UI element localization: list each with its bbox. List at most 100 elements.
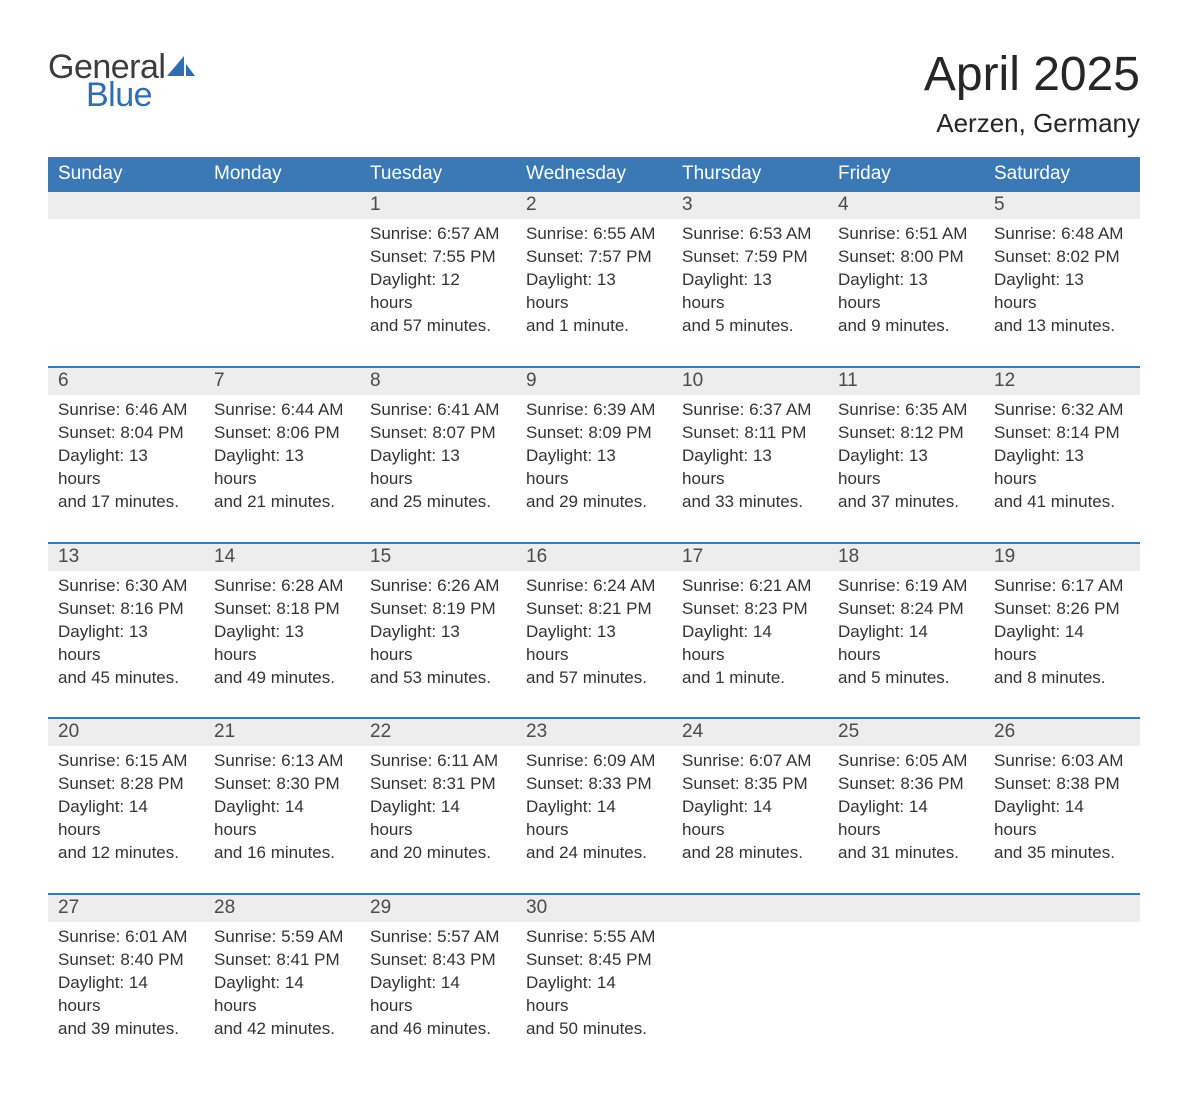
sunset-text: Sunset: 8:12 PM [838, 422, 974, 445]
day-number-cell [828, 895, 984, 922]
day-number: 18 [838, 546, 859, 567]
day-content-cell: Sunrise: 6:35 AMSunset: 8:12 PMDaylight:… [828, 395, 984, 543]
day-content-cell: Sunrise: 5:57 AMSunset: 8:43 PMDaylight:… [360, 922, 516, 1069]
daylight-text: Daylight: 13 hours [58, 445, 194, 491]
sunrise-text: Sunrise: 6:30 AM [58, 575, 194, 598]
day-content-cell: Sunrise: 6:32 AMSunset: 8:14 PMDaylight:… [984, 395, 1140, 543]
day-number-cell: 7 [204, 368, 360, 395]
sunset-text: Sunset: 8:04 PM [58, 422, 194, 445]
weekday-header: Wednesday [516, 157, 672, 192]
day-number: 5 [994, 194, 1005, 215]
day-number-row: 6789101112 [48, 368, 1140, 395]
sunrise-text: Sunrise: 6:11 AM [370, 750, 506, 773]
daylight-text: Daylight: 14 hours [214, 796, 350, 842]
daylight-text: and 1 minute. [682, 667, 818, 690]
day-number-cell: 21 [204, 719, 360, 746]
day-number-cell: 15 [360, 544, 516, 571]
sunset-text: Sunset: 8:00 PM [838, 246, 974, 269]
daylight-text: and 25 minutes. [370, 491, 506, 514]
sunrise-text: Sunrise: 6:03 AM [994, 750, 1130, 773]
sunrise-text: Sunrise: 6:41 AM [370, 399, 506, 422]
daylight-text: and 35 minutes. [994, 842, 1130, 865]
sunrise-text: Sunrise: 6:53 AM [682, 223, 818, 246]
daylight-text: Daylight: 13 hours [526, 621, 662, 667]
sunrise-text: Sunrise: 6:28 AM [214, 575, 350, 598]
sunrise-text: Sunrise: 6:07 AM [682, 750, 818, 773]
title-block: April 2025 Aerzen, Germany [924, 50, 1140, 139]
sunset-text: Sunset: 8:45 PM [526, 949, 662, 972]
day-number-cell: 6 [48, 368, 204, 395]
weekday-header-row: SundayMondayTuesdayWednesdayThursdayFrid… [48, 157, 1140, 192]
day-number: 8 [370, 370, 381, 391]
day-number-cell: 13 [48, 544, 204, 571]
logo: General Blue [48, 50, 195, 112]
day-number-cell: 3 [672, 192, 828, 219]
day-number-cell [672, 895, 828, 922]
day-number-cell: 30 [516, 895, 672, 922]
day-number: 6 [58, 370, 69, 391]
sunset-text: Sunset: 8:28 PM [58, 773, 194, 796]
day-number-cell: 4 [828, 192, 984, 219]
day-content-cell: Sunrise: 6:03 AMSunset: 8:38 PMDaylight:… [984, 746, 1140, 894]
page-header: General Blue April 2025 Aerzen, Germany [48, 50, 1140, 139]
sunrise-text: Sunrise: 6:24 AM [526, 575, 662, 598]
daylight-text: and 42 minutes. [214, 1018, 350, 1041]
sunrise-text: Sunrise: 5:57 AM [370, 926, 506, 949]
weekday-label: Tuesday [370, 163, 442, 184]
day-number: 17 [682, 546, 703, 567]
sunset-text: Sunset: 8:21 PM [526, 598, 662, 621]
sunrise-text: Sunrise: 6:21 AM [682, 575, 818, 598]
daylight-text: Daylight: 13 hours [526, 269, 662, 315]
day-content-row: Sunrise: 6:01 AMSunset: 8:40 PMDaylight:… [48, 922, 1140, 1069]
day-number-cell: 17 [672, 544, 828, 571]
weekday-label: Sunday [58, 163, 122, 184]
daylight-text: Daylight: 13 hours [214, 621, 350, 667]
daylight-text: Daylight: 13 hours [682, 445, 818, 491]
sail-icon [167, 54, 195, 80]
sunset-text: Sunset: 8:30 PM [214, 773, 350, 796]
daylight-text: Daylight: 14 hours [58, 972, 194, 1018]
day-content-cell [672, 922, 828, 1069]
daylight-text: Daylight: 14 hours [370, 972, 506, 1018]
day-content-cell: Sunrise: 6:07 AMSunset: 8:35 PMDaylight:… [672, 746, 828, 894]
sunset-text: Sunset: 8:26 PM [994, 598, 1130, 621]
day-number-cell [204, 192, 360, 219]
day-number-cell: 25 [828, 719, 984, 746]
day-number-cell: 2 [516, 192, 672, 219]
daylight-text: and 50 minutes. [526, 1018, 662, 1041]
day-content-cell: Sunrise: 6:24 AMSunset: 8:21 PMDaylight:… [516, 571, 672, 719]
sunrise-text: Sunrise: 6:35 AM [838, 399, 974, 422]
day-content-row: Sunrise: 6:15 AMSunset: 8:28 PMDaylight:… [48, 746, 1140, 894]
day-content-cell: Sunrise: 6:15 AMSunset: 8:28 PMDaylight:… [48, 746, 204, 894]
day-content-cell: Sunrise: 6:28 AMSunset: 8:18 PMDaylight:… [204, 571, 360, 719]
day-number-cell: 24 [672, 719, 828, 746]
day-content-row: Sunrise: 6:30 AMSunset: 8:16 PMDaylight:… [48, 571, 1140, 719]
day-number: 27 [58, 897, 79, 918]
day-number: 22 [370, 721, 391, 742]
daylight-text: and 46 minutes. [370, 1018, 506, 1041]
day-number: 13 [58, 546, 79, 567]
sunrise-text: Sunrise: 6:55 AM [526, 223, 662, 246]
day-number-row: 13141516171819 [48, 544, 1140, 571]
day-number-cell: 26 [984, 719, 1140, 746]
day-content-cell: Sunrise: 6:55 AMSunset: 7:57 PMDaylight:… [516, 219, 672, 367]
day-content-cell: Sunrise: 6:17 AMSunset: 8:26 PMDaylight:… [984, 571, 1140, 719]
sunset-text: Sunset: 8:02 PM [994, 246, 1130, 269]
day-content-cell: Sunrise: 6:57 AMSunset: 7:55 PMDaylight:… [360, 219, 516, 367]
day-content-cell: Sunrise: 5:59 AMSunset: 8:41 PMDaylight:… [204, 922, 360, 1069]
day-number: 14 [214, 546, 235, 567]
day-number: 29 [370, 897, 391, 918]
day-number-cell: 1 [360, 192, 516, 219]
day-content-cell [48, 219, 204, 367]
logo-text-blue: Blue [86, 78, 152, 112]
day-content-cell: Sunrise: 6:44 AMSunset: 8:06 PMDaylight:… [204, 395, 360, 543]
sunset-text: Sunset: 7:57 PM [526, 246, 662, 269]
daylight-text: and 41 minutes. [994, 491, 1130, 514]
day-number-cell [984, 895, 1140, 922]
day-number: 11 [838, 370, 858, 391]
sunset-text: Sunset: 8:19 PM [370, 598, 506, 621]
weekday-label: Friday [838, 163, 891, 184]
sunset-text: Sunset: 8:36 PM [838, 773, 974, 796]
daylight-text: Daylight: 13 hours [838, 445, 974, 491]
daylight-text: and 28 minutes. [682, 842, 818, 865]
